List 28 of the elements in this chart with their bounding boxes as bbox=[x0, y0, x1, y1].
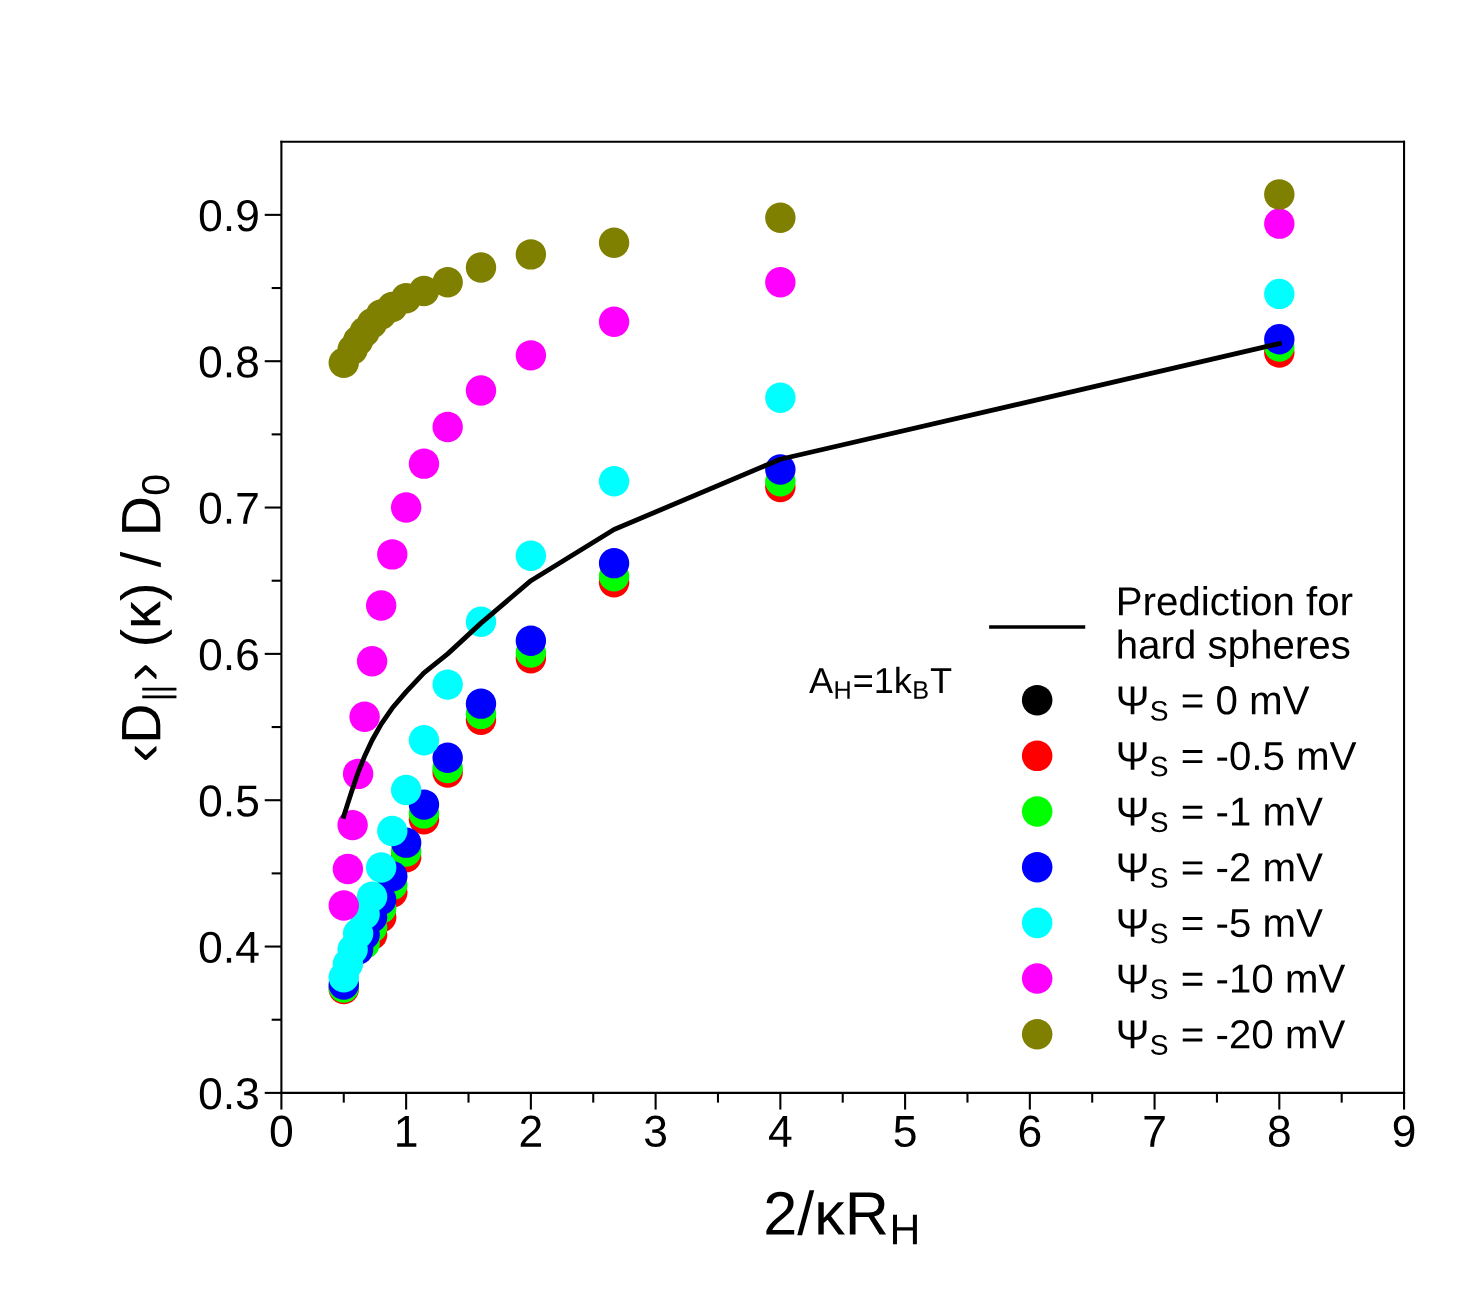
x-tick-label: 7 bbox=[1144, 1116, 1165, 1147]
y-tick-label: 0.3 bbox=[199, 1077, 258, 1110]
y-axis-title: ‹D$_{∥}$› (κ) / D$_{0}$ bbox=[120, 475, 177, 760]
legend-label: Ψ$_{S}$ = 0 mV bbox=[1118, 686, 1310, 721]
x-tick-label: 0 bbox=[270, 1115, 293, 1148]
y-tick-label: 0.8 bbox=[199, 346, 258, 378]
y-tick-label: 0.6 bbox=[199, 638, 258, 671]
x-tick-label: 2 bbox=[520, 1115, 541, 1147]
x-tick-label: 5 bbox=[894, 1116, 916, 1148]
x-tick-label: 3 bbox=[644, 1115, 667, 1148]
x-tick-label: 4 bbox=[769, 1116, 792, 1147]
x-tick-label: 1 bbox=[397, 1116, 417, 1147]
legend-label: Ψ$_{S}$ = -10 mV bbox=[1118, 964, 1346, 1000]
x-tick-label: 6 bbox=[1019, 1115, 1041, 1148]
legend-label: Prediction for hard spheres bbox=[1118, 586, 1353, 667]
y-tick-label: 0.7 bbox=[199, 492, 258, 525]
legend-label: Ψ$_{S}$ = -1 mV bbox=[1118, 797, 1323, 833]
x-tick-label: 8 bbox=[1268, 1115, 1290, 1148]
x-axis-title: 2/κR$_{H}$ bbox=[766, 1190, 917, 1245]
legend-label: Ψ$_{S}$ = -20 mV bbox=[1118, 1020, 1346, 1055]
y-tick-label: 0.9 bbox=[199, 199, 258, 232]
legend-label: Ψ$_{S}$ = -0.5 mV bbox=[1118, 741, 1357, 777]
y-tick-label: 0.5 bbox=[199, 785, 259, 817]
y-tick-label: 0.4 bbox=[199, 931, 259, 964]
legend-label: Ψ$_{S}$ = -2 mV bbox=[1118, 853, 1323, 888]
x-tick-label: 9 bbox=[1393, 1115, 1415, 1148]
annotation: A$_{H}$=1k$_{B}$T bbox=[809, 666, 952, 699]
legend-label: Ψ$_{S}$ = -5 mV bbox=[1118, 909, 1323, 944]
